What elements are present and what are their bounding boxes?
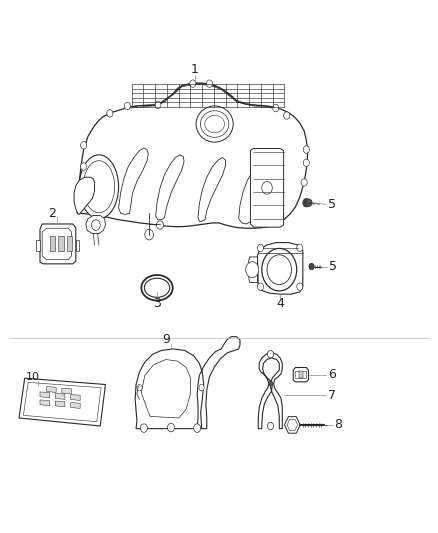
Circle shape (92, 220, 100, 230)
Text: 1: 1 (191, 63, 199, 76)
Polygon shape (42, 228, 71, 260)
Polygon shape (86, 215, 106, 233)
Polygon shape (135, 337, 240, 429)
Circle shape (199, 384, 204, 391)
Text: 4: 4 (276, 297, 284, 310)
Circle shape (137, 384, 142, 391)
Circle shape (107, 110, 113, 117)
Circle shape (268, 381, 273, 386)
Polygon shape (49, 236, 55, 251)
Polygon shape (249, 257, 258, 282)
Text: 6: 6 (328, 368, 336, 382)
Text: 10: 10 (25, 372, 39, 382)
Text: 9: 9 (162, 333, 170, 346)
Polygon shape (40, 224, 76, 264)
Circle shape (258, 244, 264, 252)
Polygon shape (155, 155, 184, 220)
Ellipse shape (196, 106, 233, 142)
Circle shape (81, 142, 87, 149)
Circle shape (190, 80, 196, 87)
Circle shape (303, 198, 310, 207)
Text: 5: 5 (328, 198, 336, 211)
Text: 3: 3 (153, 297, 161, 310)
Polygon shape (40, 392, 49, 398)
Circle shape (303, 159, 309, 166)
Polygon shape (55, 401, 65, 407)
Polygon shape (36, 240, 40, 251)
Text: 8: 8 (334, 418, 342, 431)
Circle shape (206, 80, 212, 87)
Polygon shape (77, 83, 307, 228)
Text: 5: 5 (328, 260, 336, 273)
Circle shape (81, 163, 87, 170)
Circle shape (297, 244, 303, 252)
Polygon shape (62, 388, 71, 394)
Polygon shape (74, 177, 95, 214)
Polygon shape (198, 158, 226, 221)
Text: 7: 7 (328, 389, 336, 402)
Polygon shape (239, 163, 269, 224)
Ellipse shape (79, 155, 119, 219)
Polygon shape (58, 236, 64, 251)
Circle shape (306, 199, 312, 206)
Polygon shape (19, 378, 106, 426)
Polygon shape (293, 368, 308, 382)
Circle shape (141, 424, 148, 432)
Circle shape (246, 262, 259, 278)
Polygon shape (71, 394, 80, 400)
Polygon shape (299, 371, 303, 378)
Circle shape (297, 283, 303, 290)
Circle shape (145, 229, 153, 240)
Circle shape (284, 112, 290, 119)
Circle shape (124, 102, 131, 110)
Polygon shape (55, 393, 65, 399)
Polygon shape (67, 236, 72, 251)
Circle shape (273, 104, 279, 112)
Circle shape (268, 351, 274, 358)
Circle shape (156, 221, 163, 229)
Polygon shape (258, 243, 303, 294)
Polygon shape (76, 240, 79, 251)
Circle shape (167, 423, 174, 432)
Polygon shape (251, 149, 284, 227)
Circle shape (258, 283, 264, 290)
Circle shape (155, 101, 161, 109)
Circle shape (268, 422, 274, 430)
Circle shape (262, 181, 272, 194)
Circle shape (194, 424, 201, 432)
Circle shape (262, 248, 297, 291)
Text: 2: 2 (48, 207, 56, 220)
Polygon shape (119, 148, 148, 214)
Polygon shape (46, 386, 56, 392)
Polygon shape (71, 402, 80, 408)
Polygon shape (40, 400, 49, 406)
Polygon shape (258, 353, 283, 429)
Circle shape (309, 263, 314, 270)
Circle shape (301, 179, 307, 186)
Circle shape (303, 146, 309, 154)
